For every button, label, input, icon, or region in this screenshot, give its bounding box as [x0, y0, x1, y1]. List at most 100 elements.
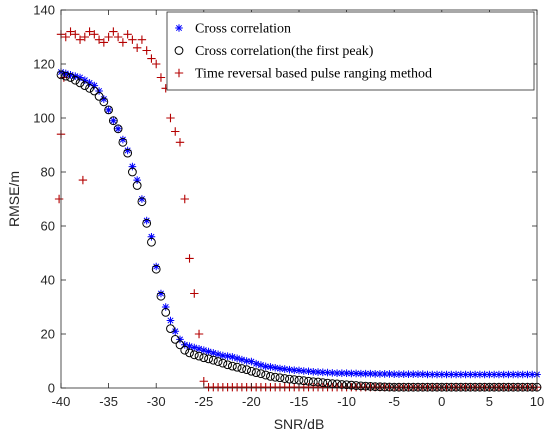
data-point: [204, 354, 213, 364]
data-point: [151, 264, 161, 274]
data-point: [85, 83, 94, 93]
data-point: [385, 382, 394, 392]
data-point: [108, 116, 118, 126]
legend-marker: [174, 46, 184, 55]
data-point: [256, 369, 266, 379]
data-point: [528, 370, 537, 379]
data-point: [142, 218, 152, 228]
data-point: [66, 27, 75, 36]
legend-label: Cross correlation: [195, 22, 291, 37]
y-axis-label: RMSE/m: [6, 171, 22, 227]
data-point: [494, 382, 504, 392]
data-point: [194, 329, 204, 339]
data-point: [81, 76, 89, 84]
data-point: [218, 358, 228, 368]
data-point: [356, 381, 366, 391]
data-point: [357, 369, 365, 378]
data-point: [223, 352, 232, 360]
data-point: [233, 354, 241, 363]
data-point: [261, 362, 270, 371]
data-point: [518, 382, 528, 392]
data-point: [347, 369, 356, 378]
data-point: [75, 78, 85, 88]
data-point: [271, 363, 279, 372]
data-point: [147, 54, 156, 63]
data-point: [456, 382, 466, 392]
data-point: [170, 335, 180, 344]
data-point: [427, 382, 437, 392]
data-point: [490, 370, 498, 379]
x-tick-label: -10: [337, 394, 356, 409]
data-point: [137, 197, 147, 207]
data-point: [89, 86, 99, 96]
data-point: [85, 79, 94, 87]
data-point: [247, 357, 256, 366]
data-point: [514, 370, 522, 379]
data-point: [375, 382, 385, 392]
data-point: [328, 369, 337, 377]
data-point: [132, 181, 142, 190]
y-tick-label: 100: [33, 111, 55, 126]
x-tick-label: -20: [242, 394, 261, 409]
data-point: [194, 351, 204, 361]
data-point: [442, 370, 451, 379]
legend-marker: [174, 68, 184, 78]
data-point: [504, 382, 513, 392]
data-point: [313, 377, 323, 387]
legend-marker: [175, 24, 183, 32]
data-point: [75, 35, 85, 44]
data-point: [104, 105, 113, 115]
data-point: [346, 380, 356, 390]
data-point: [209, 349, 218, 357]
data-point: [499, 382, 509, 392]
data-point: [508, 382, 518, 392]
data-point: [338, 369, 346, 377]
data-point: [318, 378, 328, 388]
data-point: [428, 370, 437, 379]
data-point: [119, 135, 127, 144]
data-point: [480, 382, 490, 392]
y-tick-label: 60: [41, 219, 55, 234]
data-point: [352, 369, 360, 378]
data-point: [527, 382, 537, 392]
data-point: [257, 361, 265, 369]
data-point: [113, 32, 123, 42]
data-point: [156, 291, 166, 301]
x-tick-label: -25: [194, 394, 213, 409]
data-point: [99, 97, 109, 107]
data-point: [100, 95, 108, 103]
data-point: [142, 46, 151, 55]
data-point: [252, 359, 260, 368]
data-point: [189, 350, 199, 360]
data-point: [471, 370, 479, 379]
data-point: [99, 38, 109, 47]
data-point: [166, 316, 175, 325]
data-point: [128, 162, 137, 171]
data-point: [54, 194, 64, 204]
data-point: [261, 370, 271, 380]
data-point: [78, 175, 88, 185]
data-point: [399, 370, 408, 379]
x-tick-label: -35: [99, 394, 118, 409]
data-point: [66, 73, 75, 82]
data-point: [195, 345, 203, 353]
data-point: [371, 370, 379, 378]
data-point: [504, 370, 513, 379]
data-point: [104, 32, 113, 42]
data-point: [370, 382, 380, 392]
data-point: [423, 382, 432, 392]
data-point: [137, 35, 147, 44]
data-point: [199, 353, 209, 363]
data-point: [418, 382, 428, 392]
data-point: [175, 340, 185, 350]
data-point: [242, 357, 251, 365]
x-tick-label: -5: [388, 394, 400, 409]
data-point: [480, 370, 489, 379]
axes: -40 -35 -30 -25 -20 -15 -10 -5 0 5 100204060801001…: [33, 3, 544, 410]
legend-item-cross-correlation-first-peak: Cross correlation(the first peak): [174, 44, 374, 59]
data-point: [308, 377, 318, 387]
data-point: [128, 167, 137, 177]
data-point: [147, 237, 156, 247]
data-point: [495, 370, 503, 379]
